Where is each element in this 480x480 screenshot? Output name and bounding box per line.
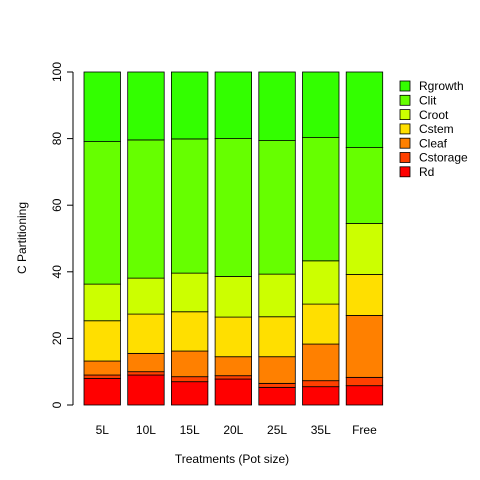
legend-swatch-cleaf: [399, 137, 411, 149]
legend-label-rgrowth: Rgrowth: [419, 79, 464, 93]
bar-segment-croot-15l: [170, 272, 209, 313]
bar-segment-cleaf-5l: [83, 360, 121, 376]
bar-segment-cstem-20l: [214, 316, 253, 358]
x-tick-label: 20L: [223, 423, 243, 437]
bar-segment-cleaf-25l: [258, 356, 296, 384]
bar-segment-rd-10l: [127, 374, 165, 406]
y-tick-label: 20: [50, 331, 64, 345]
legend-swatch-cstem: [399, 123, 411, 135]
x-axis: 5L 10L 15L 20L 25L 35L Free: [96, 423, 378, 437]
bar-segment-cstem-10l: [127, 313, 165, 354]
y-tick-label: 80: [50, 132, 64, 146]
legend-swatch-clit: [399, 94, 411, 106]
bar-segment-cleaf-20l: [214, 356, 253, 377]
bar-segment-cstem-35l: [302, 303, 340, 345]
bar-segment-cstorage-10l: [127, 371, 165, 376]
bar-segment-rd-25l: [258, 386, 296, 406]
bar-segment-cleaf-free: [345, 315, 384, 378]
x-tick-label: 15L: [180, 423, 200, 437]
bar-segment-clit-25l: [258, 140, 296, 275]
bar-segment-croot-25l: [258, 273, 296, 318]
y-tick-label: 100: [50, 62, 64, 82]
bar-segment-cleaf-10l: [127, 352, 165, 373]
bar-segment-rd-20l: [214, 378, 253, 406]
bar-segment-cstem-25l: [258, 316, 296, 358]
bar-segment-cstem-free: [345, 274, 384, 316]
bar-segment-rgrowth-25l: [258, 71, 296, 141]
x-tick-label: 5L: [96, 423, 110, 437]
bar-segment-clit-15l: [170, 138, 209, 274]
bar-segment-cstorage-20l: [214, 375, 253, 380]
bar-segment-rgrowth-10l: [127, 71, 165, 141]
y-tick-label: 40: [50, 265, 64, 279]
legend-label-clit: Clit: [419, 94, 437, 108]
legend-swatch-cstorage: [399, 152, 411, 163]
x-tick-label: 25L: [267, 423, 287, 437]
legend-label-croot: Croot: [419, 108, 449, 122]
legend-label-rd: Rd: [419, 165, 434, 179]
bar-segment-croot-5l: [83, 283, 121, 322]
y-axis: 0 20 40 60 80 100: [50, 62, 74, 408]
bar-segment-croot-10l: [127, 277, 165, 315]
bar-segment-cstem-15l: [170, 311, 209, 352]
bar-segment-cleaf-35l: [302, 343, 340, 382]
legend-swatch-croot: [399, 109, 411, 120]
legend-label-cleaf: Cleaf: [419, 136, 448, 150]
legend-label-cstorage: Cstorage: [419, 151, 468, 165]
bar-segment-cstorage-15l: [170, 376, 209, 383]
plot-area: [83, 71, 384, 406]
bar-segment-croot-free: [345, 223, 384, 275]
bar-segment-rd-free: [345, 385, 384, 406]
bar-segment-croot-20l: [214, 276, 253, 318]
bar-segment-rd-5l: [83, 377, 121, 406]
bar-segment-clit-free: [345, 147, 384, 224]
legend-swatch-rgrowth: [399, 80, 411, 92]
x-tick-label: 35L: [311, 423, 331, 437]
x-tick-label: 10L: [136, 423, 156, 437]
bar-segment-rgrowth-free: [345, 71, 384, 148]
bar-segment-clit-35l: [302, 137, 340, 262]
bar-segment-rgrowth-20l: [214, 71, 253, 139]
legend-swatch-rd: [399, 166, 411, 178]
bar-segment-cstorage-free: [345, 376, 384, 387]
bar-segment-cstem-5l: [83, 320, 121, 362]
y-tick-label: 0: [50, 401, 64, 408]
x-tick-label: Free: [352, 423, 377, 437]
bar-segment-rd-35l: [302, 386, 340, 406]
bar-segment-cstorage-5l: [83, 374, 121, 379]
bar-segment-cstorage-35l: [302, 380, 340, 388]
y-axis-title: C Partitioning: [15, 202, 29, 274]
bar-segment-clit-10l: [127, 139, 165, 279]
x-axis-title: Treatments (Pot size): [175, 452, 289, 466]
y-tick-label: 60: [50, 198, 64, 212]
legend-label-cstem: Cstem: [419, 122, 454, 136]
bar-segment-rd-15l: [170, 381, 209, 406]
bar-segment-cstorage-25l: [258, 382, 296, 388]
bar-segment-clit-20l: [214, 138, 253, 277]
bar-segment-rgrowth-35l: [302, 71, 340, 138]
bar-segment-cleaf-15l: [170, 350, 209, 378]
bar-segment-rgrowth-15l: [170, 71, 209, 140]
bar-segment-rgrowth-5l: [83, 71, 121, 142]
bar-segment-croot-35l: [302, 260, 340, 305]
bar-segment-clit-5l: [83, 141, 121, 285]
